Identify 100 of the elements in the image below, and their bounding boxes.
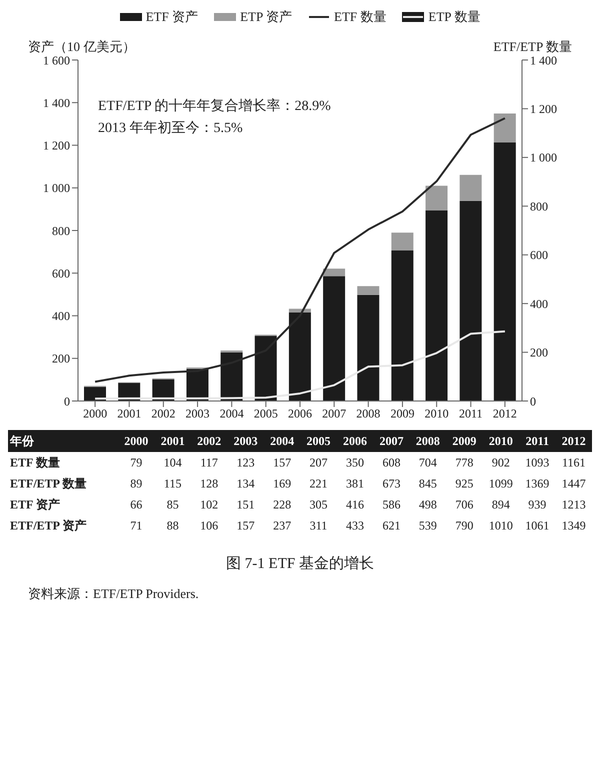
x-tick-label: 2000 <box>124 434 148 448</box>
data-label: 237 <box>273 518 292 532</box>
bar <box>288 308 311 312</box>
data-label: 1093 <box>525 456 550 470</box>
x-tick-label: 2012 <box>492 406 517 421</box>
data-label: 894 <box>492 498 510 512</box>
data-label: 207 <box>310 456 328 470</box>
data-label: 1010 <box>488 518 513 532</box>
data-label: 169 <box>273 476 292 490</box>
x-tick-label: 2008 <box>356 406 380 421</box>
bar <box>288 312 311 401</box>
data-label: 228 <box>273 498 292 512</box>
data-label: 85 <box>166 498 179 512</box>
y2-tick-label: 1 400 <box>530 53 557 68</box>
y2-tick-label: 800 <box>530 199 548 214</box>
bar <box>426 186 448 210</box>
data-label: 673 <box>382 476 400 490</box>
y-tick-label: 800 <box>52 224 70 238</box>
data-label: 66 <box>130 498 142 512</box>
legend-label: ETF 资产 <box>146 8 198 26</box>
text: 图 7-1 ETF 基金的增长 <box>225 554 375 573</box>
legend-label: ETP 数量 <box>428 8 480 26</box>
data-label: 305 <box>310 498 328 512</box>
bar <box>460 174 482 201</box>
bar <box>357 286 380 295</box>
x-tick-label: 2009 <box>452 434 476 448</box>
data-label: 117 <box>200 456 218 470</box>
y2-tick-label: 1 000 <box>530 150 557 165</box>
x-tick-label: 2010 <box>424 406 449 421</box>
x-tick-label: 2007 <box>379 434 404 448</box>
y2-tick-label: 400 <box>530 296 548 311</box>
data-label: 608 <box>382 456 400 470</box>
data-label: 151 <box>236 498 255 512</box>
legend-label: ETF 数量 <box>334 8 386 26</box>
data-label: 157 <box>236 518 255 532</box>
x-tick-label: 2008 <box>416 434 440 448</box>
x-tick-label: 2007 <box>322 406 346 421</box>
x-tick-label: 2000 <box>83 406 108 421</box>
data-label: 311 <box>310 518 328 532</box>
y-tick-label: 1 600 <box>43 53 70 68</box>
y-tick-label: 400 <box>52 309 70 324</box>
y2-axis-title: ETF/ETP 数量 <box>493 38 572 56</box>
data-label: 381 <box>346 476 364 490</box>
data-label: 498 <box>418 498 437 512</box>
y2-tick-label: 0 <box>530 394 536 408</box>
x-tick-label: 2004 <box>220 406 244 421</box>
data-label: 706 <box>455 498 474 512</box>
x-tick-label: 2002 <box>151 406 176 421</box>
data-label: 157 <box>273 456 292 470</box>
y-tick-label: ETF 资产 <box>10 498 60 512</box>
x-tick-label: 2001 <box>160 434 185 448</box>
y-tick-label: 0 <box>64 394 70 408</box>
data-label: 1369 <box>525 476 550 490</box>
text: 资料来源：ETF/ETP Providers. <box>28 585 200 603</box>
data-label: 1099 <box>488 476 513 490</box>
x-tick-label: 2012 <box>562 434 586 448</box>
data-label: 790 <box>455 518 474 532</box>
data-label: 221 <box>310 476 328 490</box>
x-tick-label: 2005 <box>254 406 278 421</box>
data-label: 778 <box>455 456 474 470</box>
bar <box>323 268 346 276</box>
bar <box>220 352 243 401</box>
data-label: 539 <box>418 518 437 532</box>
data-label: 902 <box>492 456 510 470</box>
data-label: 586 <box>382 498 400 512</box>
y2-tick-label: 1 200 <box>530 102 557 116</box>
y-tick-label: ETF/ETP 数量 <box>10 476 86 490</box>
data-label: 71 <box>130 518 142 532</box>
x-tick-label: 2009 <box>390 406 414 421</box>
x-tick-label: 2011 <box>458 406 483 421</box>
data-label: 939 <box>528 498 546 512</box>
y-tick-label: ETF/ETP 资产 <box>10 518 86 532</box>
data-label: 704 <box>418 456 437 470</box>
y2-tick-label: 200 <box>530 346 548 360</box>
data-label: 1161 <box>562 456 586 470</box>
bar <box>391 232 414 251</box>
x-tick-label: 2010 <box>488 434 513 448</box>
data-label: 925 <box>455 476 474 490</box>
data-label: 1349 <box>562 518 586 532</box>
data-label: 134 <box>236 476 255 490</box>
annotation: ETF/ETP 的十年年复合增长率：28.9% <box>98 97 331 116</box>
x-tick-label: 2005 <box>306 434 331 448</box>
legend-label: ETP 资产 <box>240 8 292 26</box>
bar <box>357 294 380 401</box>
data-label: 1213 <box>562 498 586 512</box>
data-label: 104 <box>164 456 182 470</box>
data-label: 106 <box>200 518 218 532</box>
bar <box>323 276 346 401</box>
data-label: 1061 <box>525 518 550 532</box>
bar <box>494 113 516 142</box>
x-tick-label: 2003 <box>234 434 258 448</box>
y-tick-label: 600 <box>52 266 70 280</box>
x-tick-label: 2006 <box>288 406 312 421</box>
data-label: 79 <box>130 456 142 470</box>
x-tick-label: 2003 <box>186 406 210 421</box>
y-tick-label: 1 200 <box>43 138 70 153</box>
annotation: 2013 年年初至今：5.5% <box>98 119 244 138</box>
line-series <box>94 117 506 383</box>
x-tick-label: 2004 <box>270 434 294 448</box>
data-label: 845 <box>418 476 437 490</box>
